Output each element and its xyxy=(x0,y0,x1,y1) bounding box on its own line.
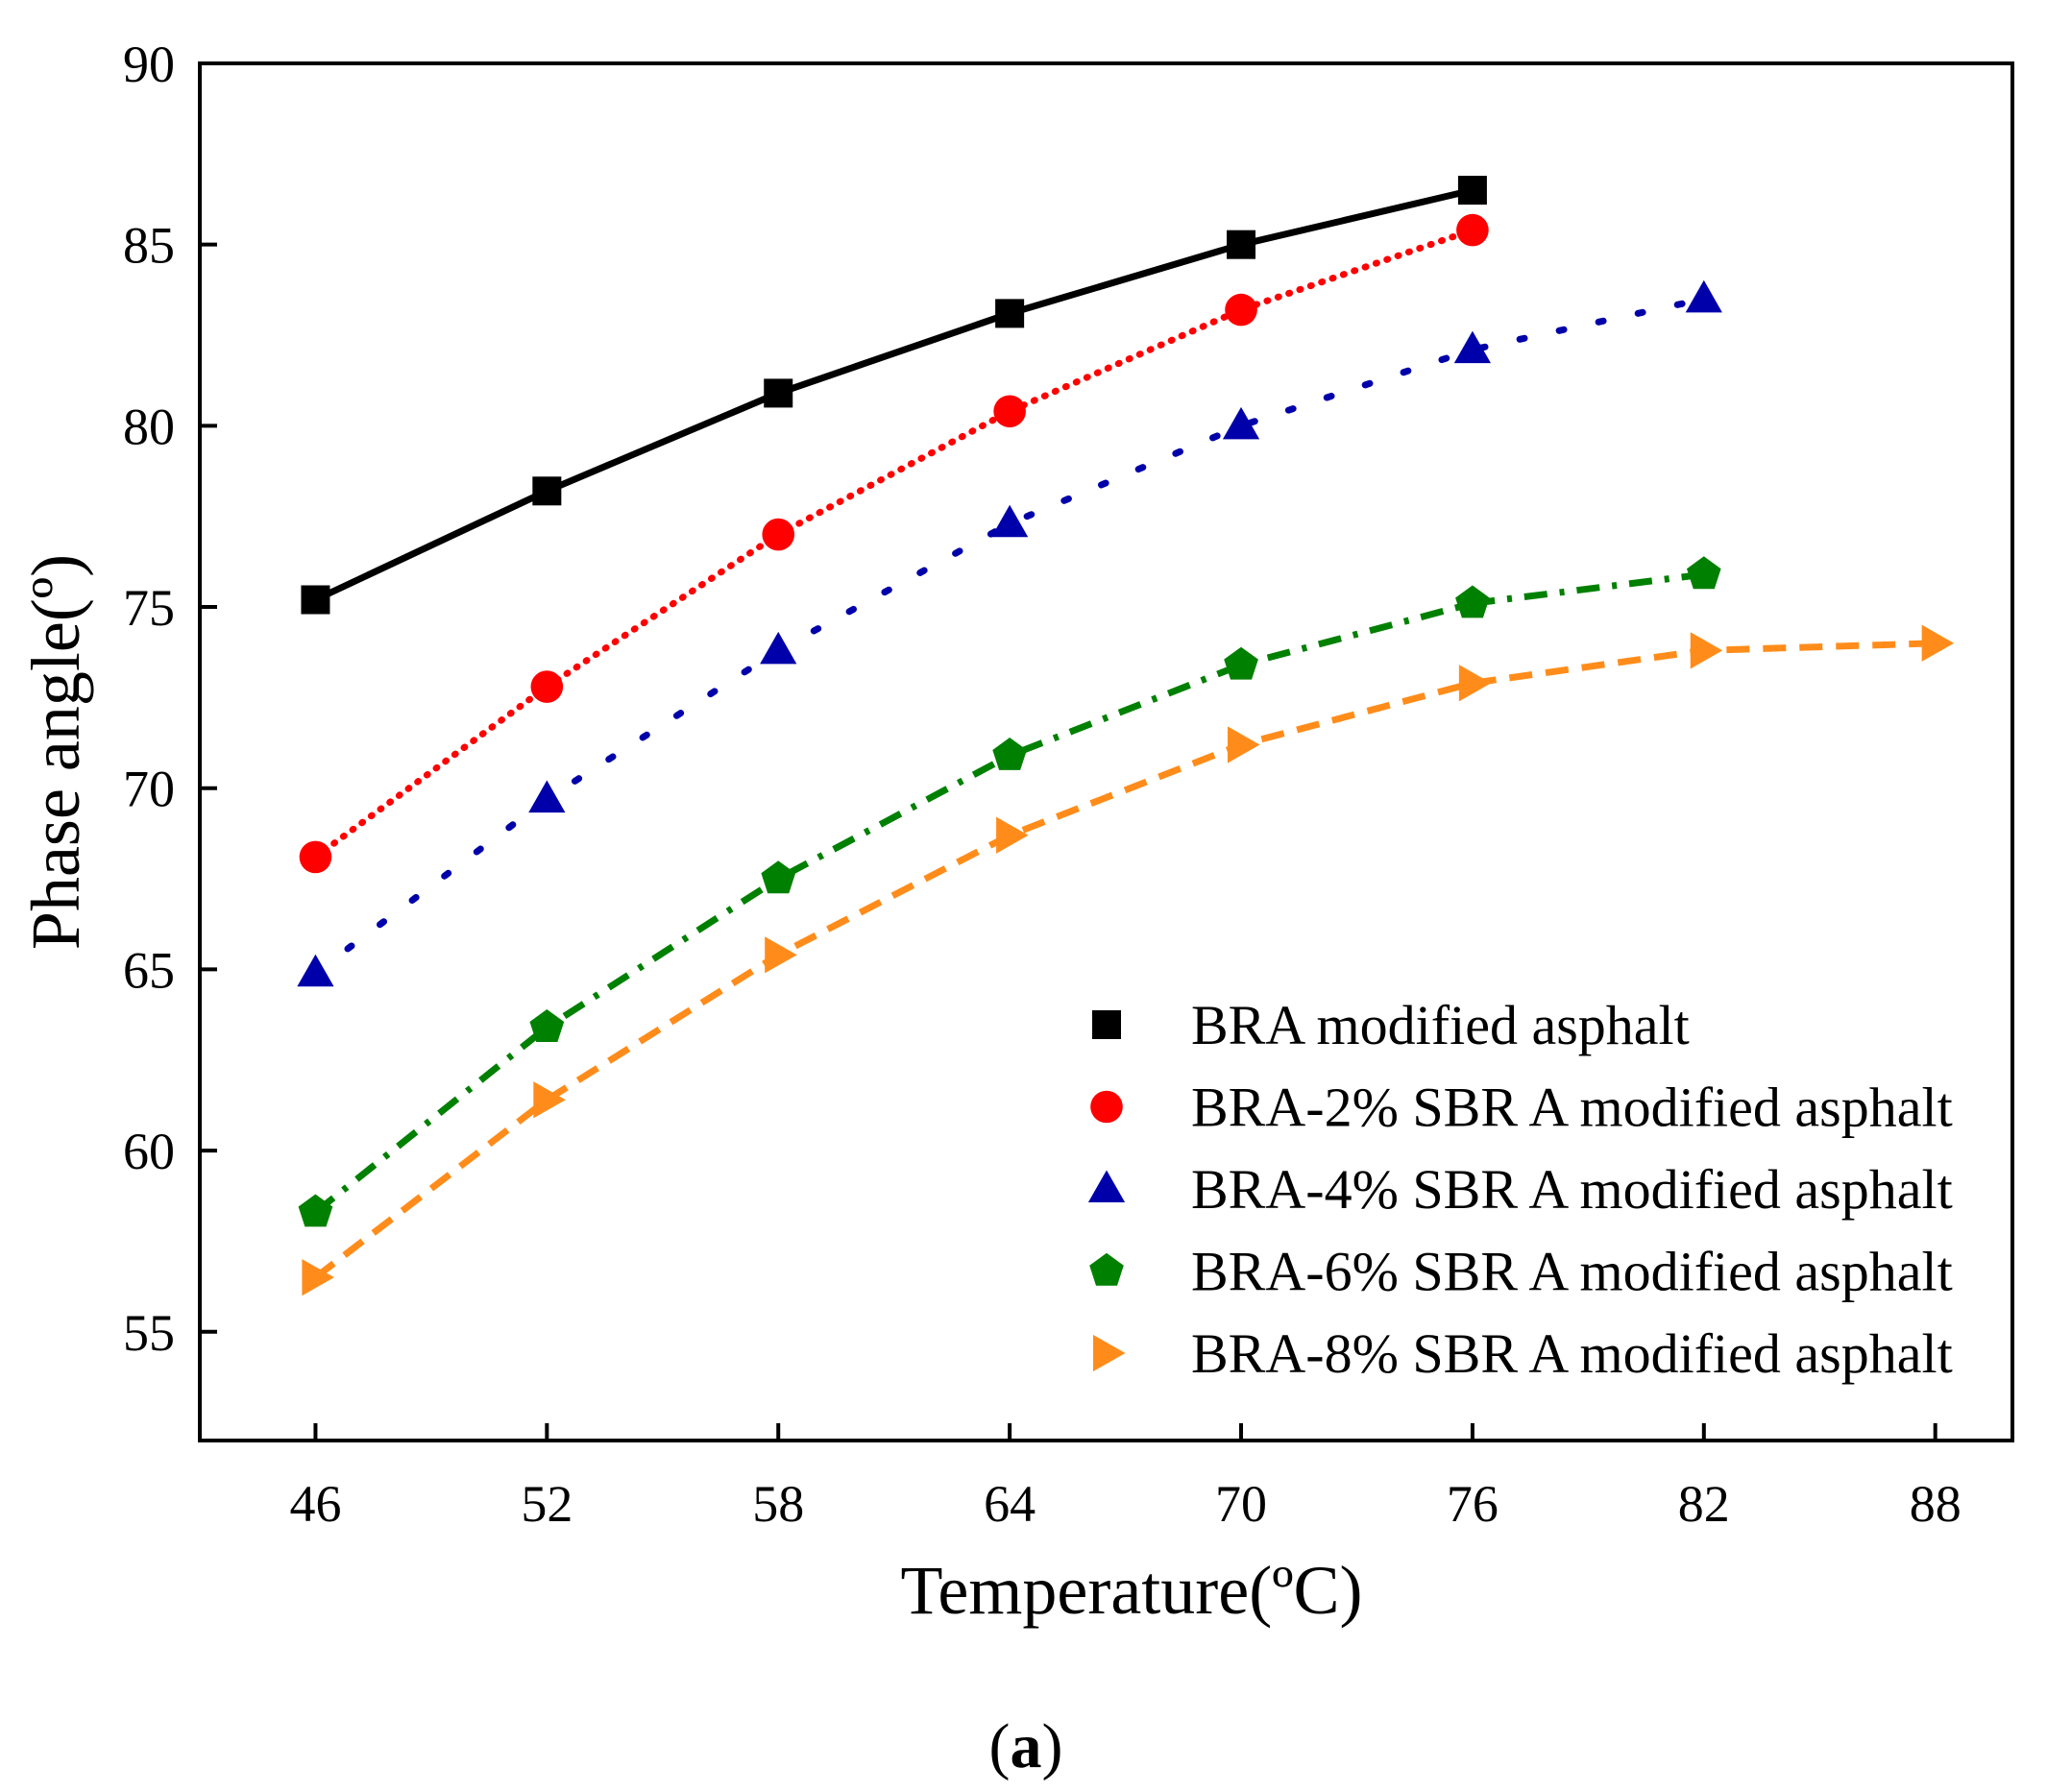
data-point xyxy=(301,585,330,615)
y-tick-label: 70 xyxy=(123,761,175,818)
data-point xyxy=(1455,585,1490,618)
legend-label: BRA-8% SBR A modified asphalt xyxy=(1191,1322,1953,1385)
y-tick-label: 55 xyxy=(123,1304,175,1362)
data-point xyxy=(533,1081,566,1119)
data-point xyxy=(530,670,564,703)
y-tick-label: 75 xyxy=(123,579,175,637)
y-tick-label: 65 xyxy=(123,941,175,999)
figure-caption-letter: a xyxy=(1011,1711,1042,1781)
x-tick-label: 64 xyxy=(984,1475,1036,1533)
data-point xyxy=(297,954,334,987)
series-1 xyxy=(301,176,1487,615)
y-tick-label: 85 xyxy=(123,217,175,275)
legend-marker xyxy=(1092,1010,1121,1039)
series-4 xyxy=(298,556,1721,1227)
data-point xyxy=(299,840,332,874)
y-tick-label: 60 xyxy=(123,1123,175,1180)
x-tick-label: 52 xyxy=(521,1475,573,1533)
data-point xyxy=(761,860,796,894)
legend-label: BRA-2% SBR A modified asphalt xyxy=(1191,1077,1953,1139)
data-point xyxy=(1224,646,1258,680)
data-point xyxy=(993,395,1026,428)
data-point xyxy=(1687,556,1721,590)
x-tick-label: 82 xyxy=(1678,1475,1730,1533)
x-tick-label: 58 xyxy=(752,1475,804,1533)
series-line xyxy=(311,227,1476,860)
figure-caption: (a) xyxy=(989,1711,1063,1781)
data-point xyxy=(529,1009,565,1042)
x-axis-label: Temperature(ºC) xyxy=(900,1552,1362,1629)
plot-frame xyxy=(198,61,2014,1442)
data-point xyxy=(996,816,1029,854)
series-3 xyxy=(297,279,1722,987)
legend-label: BRA modified asphalt xyxy=(1191,994,1690,1056)
data-point xyxy=(1458,665,1492,702)
data-point xyxy=(1453,330,1492,364)
data-point xyxy=(764,378,793,408)
data-point xyxy=(1222,406,1260,440)
x-axis-ticks: 46 52 58 64 70 76 82 88 xyxy=(289,1423,1962,1533)
legend-label: BRA-4% SBR A modified asphalt xyxy=(1191,1158,1953,1221)
y-tick-label: 90 xyxy=(123,36,175,93)
data-point xyxy=(302,1259,334,1296)
x-tick-label: 76 xyxy=(1447,1475,1499,1533)
x-tick-label: 88 xyxy=(1910,1475,1962,1533)
series-line xyxy=(313,186,1474,603)
y-tick-label: 80 xyxy=(123,398,175,455)
data-point xyxy=(765,936,797,974)
data-point xyxy=(1457,176,1487,206)
data-point xyxy=(1225,293,1257,327)
series-line xyxy=(313,640,1936,1280)
data-point xyxy=(1690,632,1723,669)
legend-marker xyxy=(1092,1334,1126,1372)
data-point xyxy=(1921,624,1955,662)
y-axis-label: Phase angle(º) xyxy=(17,554,94,950)
data-point xyxy=(992,738,1027,770)
legend: BRA modified asphalt BRA-2% SBR A modifie… xyxy=(1087,994,1953,1385)
data-point xyxy=(760,631,797,665)
series-5 xyxy=(302,624,1955,1296)
data-point xyxy=(528,780,566,813)
data-point xyxy=(1456,213,1489,247)
data-point xyxy=(995,299,1025,328)
data-point xyxy=(532,476,562,506)
data-point xyxy=(298,1194,333,1227)
y-axis-ticks: 55 60 65 70 75 80 85 90 xyxy=(123,36,217,1362)
series-2 xyxy=(299,213,1489,874)
data-point xyxy=(991,504,1029,538)
data-point xyxy=(1227,230,1256,259)
x-tick-label: 70 xyxy=(1215,1475,1267,1533)
data-point xyxy=(1685,279,1722,313)
legend-label: BRA-6% SBR A modified asphalt xyxy=(1191,1241,1953,1303)
legend-marker xyxy=(1090,1090,1123,1124)
x-tick-label: 46 xyxy=(289,1475,341,1533)
series-layer xyxy=(297,176,1955,1296)
data-point xyxy=(762,518,795,551)
legend-marker xyxy=(1087,1170,1126,1203)
data-point xyxy=(1227,726,1260,763)
legend-marker xyxy=(1089,1252,1124,1286)
